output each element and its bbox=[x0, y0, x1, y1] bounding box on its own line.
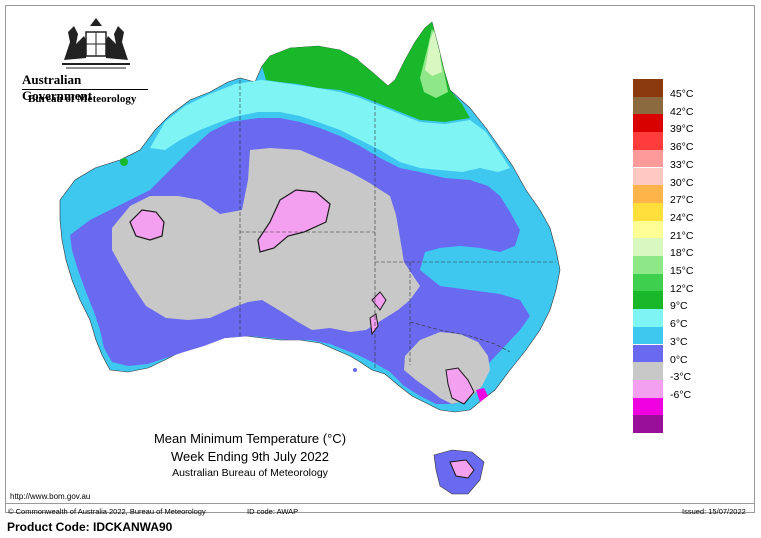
legend-item: 36°C bbox=[633, 132, 723, 154]
legend-swatch bbox=[633, 415, 663, 433]
legend-swatch bbox=[633, 149, 663, 168]
legend-swatch bbox=[633, 79, 663, 97]
legend-label: 39°C bbox=[670, 123, 694, 136]
map-title: Mean Minimum Temperature (°C) bbox=[153, 431, 347, 446]
zone-north-warm bbox=[262, 22, 470, 122]
legend-item: 27°C bbox=[633, 185, 723, 207]
zone-pink-west bbox=[129, 209, 165, 241]
legend-swatch bbox=[633, 185, 663, 203]
legend-item: 30°C bbox=[633, 167, 723, 189]
legend-label: 21°C bbox=[670, 229, 694, 242]
legend-label: 12°C bbox=[670, 282, 694, 295]
zone-pink-sa2 bbox=[369, 313, 379, 336]
legend-label: 3°C bbox=[670, 335, 688, 348]
copyright-text: © Commonwealth of Australia 2022, Bureau… bbox=[8, 507, 206, 516]
legend-label: 27°C bbox=[670, 194, 694, 207]
state-borders bbox=[239, 80, 556, 368]
legend-swatch bbox=[633, 326, 663, 345]
legend-swatch bbox=[633, 132, 663, 150]
website-link[interactable]: http://www.bom.gov.au bbox=[10, 492, 91, 501]
legend-label: 24°C bbox=[670, 211, 694, 224]
legend-label: 0°C bbox=[670, 353, 688, 366]
legend-item: 45°C bbox=[633, 79, 723, 100]
legend-swatch bbox=[633, 273, 663, 292]
legend-label: 9°C bbox=[670, 300, 688, 313]
legend-swatch bbox=[633, 167, 663, 186]
legend-item: 15°C bbox=[633, 256, 723, 277]
map-subtitle: Week Ending 9th July 2022 bbox=[170, 449, 330, 464]
legend-label: -6°C bbox=[670, 388, 692, 401]
agency-name: Bureau of Meteorology bbox=[28, 93, 137, 105]
legend-label: 15°C bbox=[670, 265, 694, 277]
legend-item: 9°C bbox=[633, 291, 723, 313]
island-south bbox=[353, 368, 357, 372]
legend-swatch bbox=[633, 344, 663, 363]
product-code: Product Code: IDCKANWA90 bbox=[7, 520, 173, 534]
legend-label: 42°C bbox=[670, 105, 694, 118]
zone-pink-sa1 bbox=[371, 291, 387, 311]
logo-divider bbox=[22, 89, 148, 90]
legend-item: 33°C bbox=[633, 149, 723, 171]
zone-cape-tip bbox=[425, 30, 442, 76]
island-nw bbox=[120, 158, 128, 166]
zone-pink-central bbox=[257, 189, 331, 253]
legend-item bbox=[633, 415, 723, 433]
island-ne bbox=[351, 58, 359, 66]
footer-divider bbox=[5, 503, 755, 504]
legend-swatch bbox=[633, 256, 663, 274]
id-code: ID code: AWAP bbox=[247, 507, 299, 516]
legend-label: -3°C bbox=[670, 371, 692, 384]
legend-swatch bbox=[633, 202, 663, 221]
legend-label: 45°C bbox=[670, 88, 694, 100]
legend-label: 30°C bbox=[670, 176, 694, 189]
legend-item: 0°C bbox=[633, 344, 723, 366]
legend-item: 6°C bbox=[633, 309, 723, 331]
legend-item bbox=[633, 397, 723, 416]
government-name: Australian Government bbox=[22, 72, 93, 103]
tasmania-cold bbox=[449, 459, 475, 479]
legend-item: 42°C bbox=[633, 96, 723, 118]
zone-magenta-alps bbox=[476, 388, 488, 402]
legend-label: 18°C bbox=[670, 247, 694, 260]
legend-swatch bbox=[633, 114, 663, 133]
legend-item: 21°C bbox=[633, 220, 723, 242]
legend-swatch bbox=[633, 309, 663, 327]
legend-item: 12°C bbox=[633, 273, 723, 295]
zone-light-cyan bbox=[150, 80, 510, 172]
legend-swatch bbox=[633, 362, 663, 380]
issued-date: Issued: 15/07/2022 bbox=[682, 507, 746, 516]
legend-item: -3°C bbox=[633, 362, 723, 384]
legend-swatch bbox=[633, 220, 663, 239]
legend-swatch bbox=[633, 397, 663, 416]
legend-item: 3°C bbox=[633, 326, 723, 348]
map-title-block: Mean Minimum Temperature (°C) Week Endin… bbox=[120, 430, 380, 481]
legend-item: 18°C bbox=[633, 238, 723, 260]
legend-label: 33°C bbox=[670, 158, 694, 171]
legend-label: 6°C bbox=[670, 318, 688, 331]
legend-swatch bbox=[633, 238, 663, 256]
legend-item: 39°C bbox=[633, 114, 723, 136]
map-source: Australian Bureau of Meteorology bbox=[172, 467, 328, 479]
zone-pink-vic bbox=[445, 367, 475, 405]
legend-swatch bbox=[633, 96, 663, 115]
coat-of-arms-icon bbox=[62, 18, 130, 69]
legend-item: -6°C bbox=[633, 379, 723, 401]
legend-swatch bbox=[633, 291, 663, 310]
legend-swatch bbox=[633, 379, 663, 398]
legend-item: 24°C bbox=[633, 202, 723, 224]
legend-label: 36°C bbox=[670, 141, 694, 154]
